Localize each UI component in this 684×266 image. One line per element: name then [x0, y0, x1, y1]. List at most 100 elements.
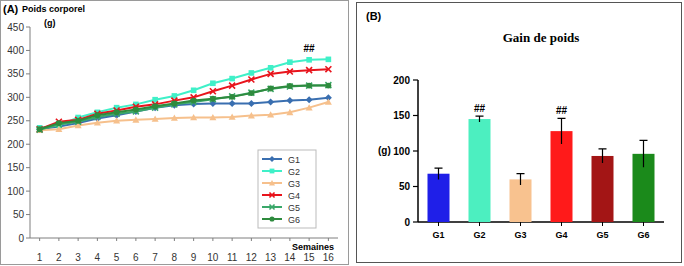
figure: (A)Poids corporel(g)05010015020025030035…	[0, 0, 684, 266]
x-tick	[602, 222, 603, 226]
legend-marker	[270, 169, 275, 174]
series-line	[40, 69, 329, 129]
x-tick	[561, 222, 562, 226]
point	[306, 57, 312, 63]
x-tick	[116, 238, 117, 241]
point	[248, 100, 255, 107]
panel-b: (B)Gain de poids(g)050100150200G1G2G3G4G…	[357, 3, 682, 263]
point	[152, 115, 159, 121]
point	[229, 94, 235, 100]
series-line	[40, 86, 329, 130]
bar	[469, 119, 491, 222]
point	[325, 99, 332, 105]
annotation: ##	[556, 105, 568, 116]
series-line	[40, 85, 329, 130]
x-tick-label: 16	[323, 252, 335, 263]
y-tick-label: 50	[399, 181, 411, 192]
error-bar	[476, 116, 484, 122]
point	[113, 117, 120, 123]
bar	[510, 179, 532, 222]
legend-label: G1	[288, 155, 300, 165]
y-axis-unit: (g)	[44, 18, 56, 28]
x-tick-label: 9	[191, 252, 197, 263]
annotation: ##	[474, 103, 486, 114]
x-tick-label: 15	[304, 252, 316, 263]
legend-marker	[269, 204, 274, 209]
point	[268, 71, 274, 77]
point	[286, 109, 293, 115]
legend-marker	[269, 192, 274, 197]
y-tick-label: 100	[393, 146, 410, 157]
point	[249, 70, 255, 76]
point	[171, 114, 178, 120]
point	[287, 84, 293, 90]
point	[325, 66, 331, 72]
x-tick	[438, 222, 439, 226]
y-axis-label: (g)	[378, 145, 391, 156]
x-tick-label: G4	[555, 230, 567, 240]
point	[75, 119, 81, 125]
panel-label: (A)	[3, 3, 19, 15]
point	[229, 83, 235, 89]
title: Gain de poids	[503, 30, 580, 45]
point	[267, 99, 274, 106]
y-axis-label: Poids corporel	[22, 4, 85, 14]
plot-area	[36, 57, 332, 133]
x-tick-label: 8	[172, 252, 178, 263]
x-tick	[97, 238, 98, 241]
error-bar	[640, 140, 648, 167]
point	[94, 112, 100, 118]
legend-label: G3	[288, 179, 300, 189]
x-axis-label: Semaines	[292, 242, 334, 252]
y-tick	[26, 191, 30, 192]
error-bar	[558, 118, 566, 144]
y-tick	[26, 214, 30, 215]
x-tick	[289, 238, 290, 241]
point	[210, 96, 216, 102]
point	[325, 83, 331, 89]
point	[287, 69, 293, 75]
point	[36, 127, 43, 133]
series-line	[40, 102, 329, 130]
x-tick	[232, 238, 233, 241]
x-tick	[251, 238, 252, 241]
point	[75, 117, 81, 123]
point	[210, 96, 216, 102]
point	[152, 103, 158, 109]
point	[210, 80, 216, 86]
point	[287, 83, 293, 89]
y-tick	[26, 120, 30, 121]
point	[248, 90, 254, 96]
x-tick-label: 4	[95, 252, 101, 263]
point	[171, 101, 177, 107]
point	[229, 76, 235, 82]
y-tick	[26, 97, 30, 98]
x-axis	[30, 238, 338, 239]
x-tick	[155, 238, 156, 241]
point	[325, 82, 331, 88]
y-tick-label: 50	[13, 209, 25, 220]
x-tick-label: 6	[133, 252, 139, 263]
annotation: ##	[304, 43, 316, 54]
y-tick	[26, 144, 30, 145]
legend-marker	[269, 216, 274, 221]
point	[210, 88, 216, 94]
point	[248, 90, 254, 96]
x-tick-label: 7	[152, 252, 158, 263]
y-tick	[26, 73, 30, 74]
y-tick-label: 0	[18, 233, 24, 244]
x-tick	[309, 238, 310, 241]
x-tick-label: 11	[227, 252, 238, 263]
y-tick-label: 200	[7, 139, 24, 150]
point	[36, 126, 43, 133]
x-axis	[418, 221, 664, 223]
x-tick-label: G3	[514, 230, 526, 240]
x-tick	[643, 222, 644, 226]
point	[326, 57, 332, 63]
point	[306, 67, 312, 73]
bar	[428, 174, 450, 222]
point	[306, 96, 313, 103]
point	[268, 86, 274, 92]
error-bar	[435, 168, 443, 179]
point	[248, 112, 255, 118]
